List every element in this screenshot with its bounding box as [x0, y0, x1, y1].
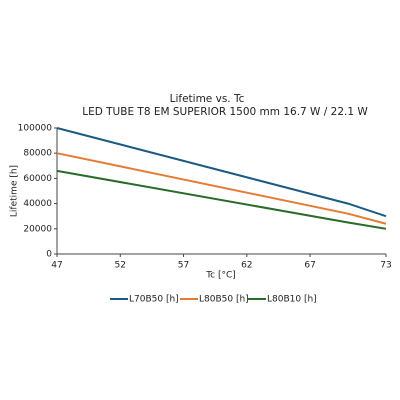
legend-label: L80B50 [h] — [199, 295, 249, 305]
chart-title: Lifetime vs. Tc — [170, 93, 245, 105]
x-tick-label: 57 — [178, 261, 189, 271]
legend-label: L70B50 [h] — [129, 295, 179, 305]
y-tick-label: 20000 — [23, 224, 52, 234]
y-tick-label: 0 — [46, 250, 52, 260]
series-line — [56, 169, 387, 230]
y-axis-label: Lifetime [h] — [10, 165, 20, 217]
y-tick-label: 40000 — [23, 199, 52, 209]
x-axis-label: Tc [°C] — [205, 271, 236, 281]
chart-subtitle: LED TUBE T8 EM SUPERIOR 1500 mm 16.7 W /… — [82, 106, 368, 118]
x-tick-label: 62 — [241, 261, 252, 271]
legend-label: L80B10 [h] — [267, 295, 317, 305]
x-tick-label: 73 — [380, 261, 391, 271]
x-tick-label: 52 — [115, 261, 126, 271]
y-tick-label: 60000 — [23, 174, 52, 184]
y-tick-label: 80000 — [23, 149, 52, 159]
y-tick-label: 100000 — [18, 124, 53, 134]
x-tick-label: 47 — [51, 261, 62, 271]
x-tick-label: 67 — [304, 261, 315, 271]
series-line — [56, 127, 387, 218]
series-line — [56, 152, 387, 225]
